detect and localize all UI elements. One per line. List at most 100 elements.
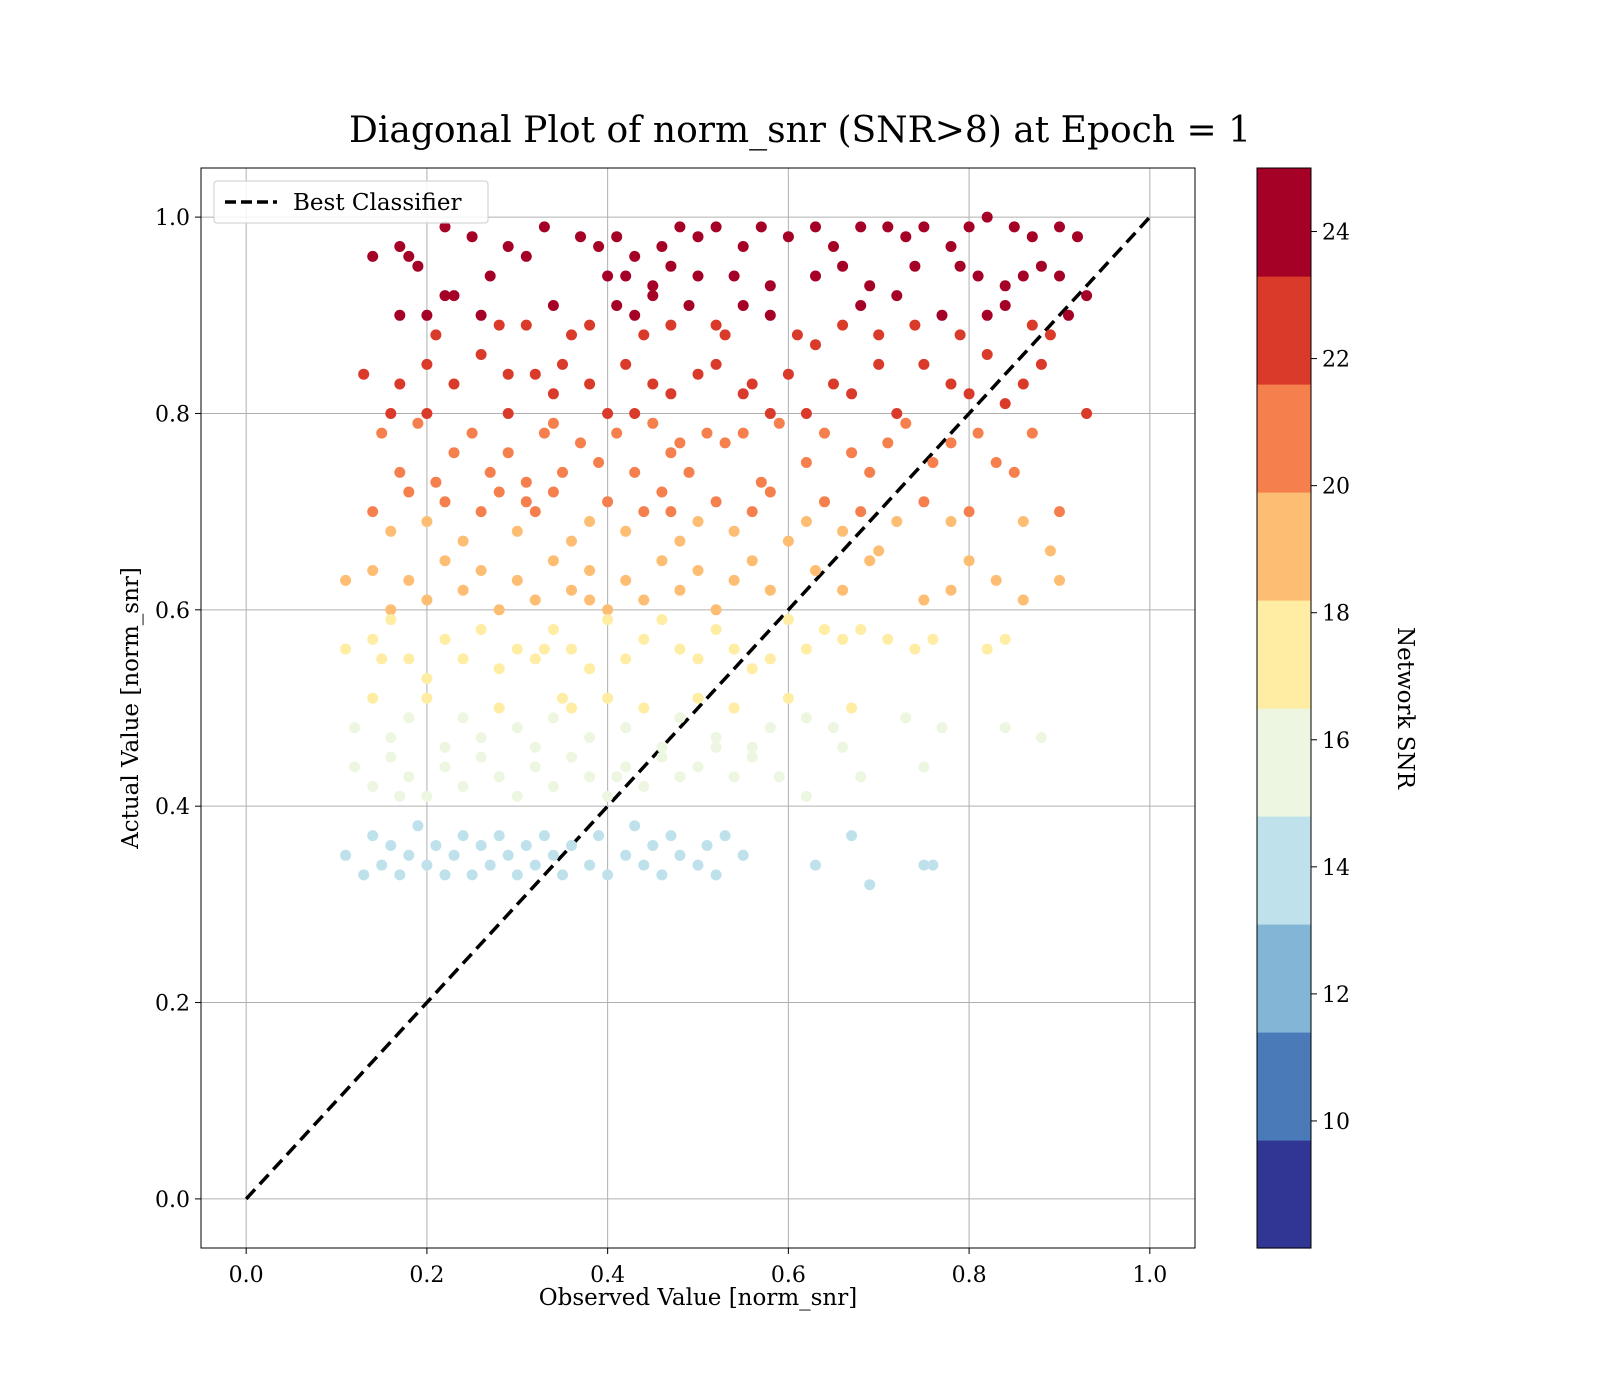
scatter-point bbox=[457, 781, 469, 792]
scatter-point bbox=[683, 300, 695, 311]
scatter-point bbox=[764, 280, 776, 292]
scatter-point bbox=[502, 368, 514, 380]
scatter-point bbox=[439, 496, 451, 508]
scatter-point bbox=[475, 349, 487, 360]
scatter-point bbox=[864, 879, 876, 891]
scatter-point bbox=[800, 790, 812, 802]
x-tick-label: 0.2 bbox=[409, 1263, 444, 1288]
scatter-point bbox=[737, 849, 749, 861]
scatter-point bbox=[936, 309, 948, 321]
scatter-points bbox=[340, 211, 1093, 891]
scatter-point bbox=[466, 427, 478, 439]
scatter-point bbox=[837, 741, 849, 753]
scatter-point bbox=[891, 290, 903, 302]
scatter-point bbox=[638, 702, 650, 714]
scatter-point bbox=[439, 221, 451, 233]
scatter-point bbox=[475, 565, 487, 576]
colorbar-segment bbox=[1257, 924, 1311, 1033]
scatter-point bbox=[990, 574, 1002, 586]
scatter-point bbox=[1008, 221, 1020, 233]
scatter-point bbox=[710, 358, 722, 370]
scatter-point bbox=[746, 555, 758, 567]
y-tick-label: 0.6 bbox=[155, 599, 190, 624]
scatter-point bbox=[385, 408, 397, 419]
scatter-point bbox=[358, 869, 370, 881]
scatter-point bbox=[448, 447, 460, 459]
scatter-point bbox=[710, 869, 722, 881]
scatter-point bbox=[493, 702, 505, 714]
scatter-point bbox=[900, 712, 912, 724]
scatter-point bbox=[665, 260, 677, 272]
scatter-point bbox=[855, 221, 867, 233]
scatter-point bbox=[746, 741, 758, 753]
scatter-point bbox=[828, 722, 839, 734]
scatter-point bbox=[909, 260, 921, 272]
scatter-point bbox=[674, 643, 686, 655]
scatter-point bbox=[746, 663, 758, 675]
scatter-point bbox=[810, 221, 821, 233]
scatter-point bbox=[665, 319, 677, 331]
scatter-point bbox=[629, 250, 641, 262]
scatter-point bbox=[828, 378, 839, 390]
scatter-point bbox=[367, 506, 379, 518]
scatter-point bbox=[547, 300, 559, 311]
scatter-point bbox=[538, 427, 550, 439]
scatter-point bbox=[620, 270, 632, 282]
scatter-point bbox=[1026, 231, 1038, 243]
scatter-point bbox=[611, 300, 623, 311]
scatter-point bbox=[710, 624, 722, 635]
scatter-point bbox=[909, 643, 921, 655]
colorbar-tick-label: 20 bbox=[1322, 475, 1350, 500]
scatter-point bbox=[439, 761, 451, 773]
x-tick-label: 0.8 bbox=[952, 1263, 987, 1288]
scatter-point bbox=[837, 584, 849, 596]
scatter-point bbox=[746, 378, 758, 390]
chart-title: Diagonal Plot of norm_snr (SNR>8) at Epo… bbox=[349, 110, 1251, 151]
scatter-point bbox=[385, 751, 397, 763]
scatter-point bbox=[927, 457, 939, 468]
scatter-point bbox=[394, 869, 406, 881]
scatter-point bbox=[981, 643, 993, 655]
scatter-point bbox=[439, 869, 451, 881]
scatter-point bbox=[385, 525, 397, 537]
scatter-point bbox=[547, 712, 559, 724]
scatter-point bbox=[710, 319, 722, 331]
scatter-point bbox=[629, 820, 641, 832]
scatter-point bbox=[918, 358, 930, 370]
scatter-point bbox=[349, 722, 361, 734]
scatter-point bbox=[819, 496, 830, 508]
scatter-point bbox=[737, 427, 749, 439]
scatter-point bbox=[403, 849, 415, 861]
colorbar-tick-label: 14 bbox=[1322, 856, 1350, 881]
colorbar-segment bbox=[1257, 168, 1311, 277]
scatter-point bbox=[421, 859, 433, 871]
scatter-point bbox=[493, 830, 505, 842]
scatter-point bbox=[692, 516, 704, 527]
scatter-point bbox=[1081, 290, 1093, 302]
legend: Best Classifier bbox=[213, 180, 489, 224]
scatter-point bbox=[647, 378, 659, 390]
scatter-point bbox=[349, 761, 361, 773]
scatter-point bbox=[448, 290, 460, 302]
scatter-point bbox=[1017, 516, 1029, 527]
scatter-point bbox=[602, 604, 614, 616]
y-tick-label: 1.0 bbox=[155, 206, 190, 231]
scatter-point bbox=[547, 388, 559, 400]
scatter-point bbox=[611, 427, 623, 439]
scatter-point bbox=[367, 781, 379, 792]
scatter-point bbox=[990, 457, 1002, 468]
scatter-point bbox=[882, 633, 894, 645]
scatter-point bbox=[963, 555, 975, 567]
scatter-point bbox=[457, 830, 469, 842]
scatter-point bbox=[692, 270, 704, 282]
colorbar-tick-label: 24 bbox=[1322, 221, 1350, 246]
scatter-point bbox=[620, 574, 632, 586]
scatter-point bbox=[439, 741, 451, 753]
x-tick-label: 0.4 bbox=[590, 1263, 625, 1288]
scatter-point bbox=[502, 408, 514, 419]
scatter-point bbox=[1063, 309, 1074, 321]
scatter-point bbox=[810, 339, 821, 351]
scatter-point bbox=[1017, 270, 1029, 282]
scatter-point bbox=[927, 633, 939, 645]
scatter-point bbox=[538, 830, 550, 842]
